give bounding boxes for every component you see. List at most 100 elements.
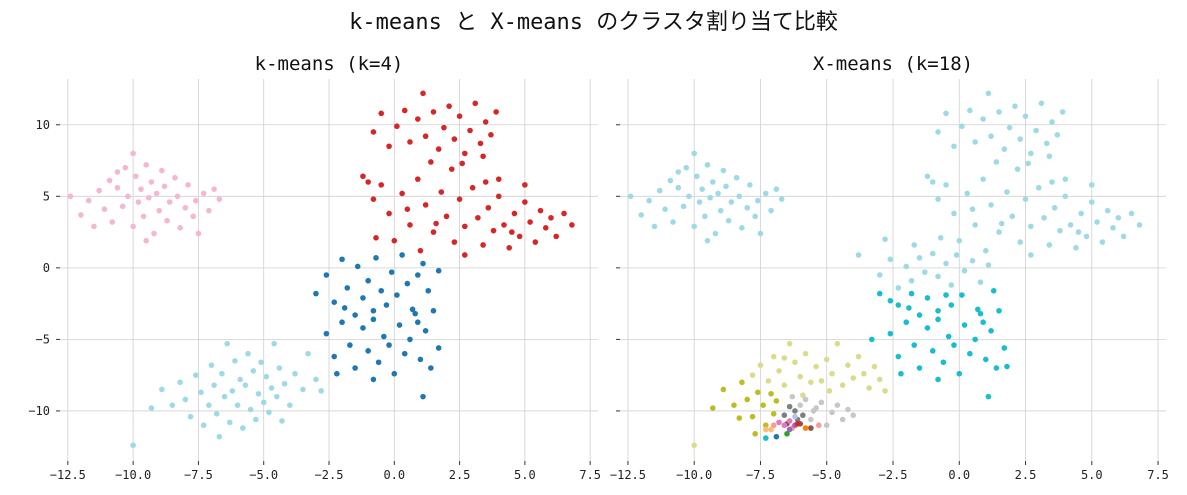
data-point [786, 418, 793, 424]
data-point [414, 319, 421, 326]
data-point [143, 162, 149, 168]
data-point [224, 340, 230, 347]
data-point [829, 409, 835, 416]
data-point [391, 370, 398, 377]
data-point [691, 223, 698, 230]
data-point [1062, 176, 1069, 182]
data-point [937, 235, 944, 241]
data-point [675, 169, 682, 175]
data-point [770, 410, 777, 417]
data-point [755, 197, 761, 204]
data-point [200, 190, 207, 197]
data-point [993, 365, 1000, 371]
data-point [959, 123, 965, 130]
data-point [882, 236, 888, 243]
data-point [945, 333, 952, 340]
data-point [702, 213, 708, 220]
data-point [216, 196, 223, 202]
x-tick-label: 2.5 [1015, 468, 1037, 482]
data-point [686, 193, 692, 200]
data-point [467, 127, 473, 134]
data-point [482, 179, 489, 185]
data-point [404, 280, 411, 287]
data-point [386, 143, 392, 150]
data-point [720, 167, 727, 174]
data-point [694, 173, 700, 180]
data-point [386, 342, 392, 348]
data-point [876, 272, 883, 278]
data-point [347, 342, 353, 348]
data-point [646, 197, 652, 204]
data-point [975, 306, 981, 313]
data-point [895, 353, 902, 360]
data-point [1041, 214, 1047, 221]
data-point [845, 362, 851, 368]
data-point [839, 416, 846, 423]
data-point [334, 370, 340, 377]
data-point [924, 173, 931, 180]
data-point [193, 372, 199, 378]
cluster-series [762, 435, 769, 441]
data-point [477, 140, 484, 147]
cluster-series [749, 340, 888, 398]
data-point [211, 382, 217, 388]
data-point [456, 113, 463, 119]
data-point [443, 213, 450, 220]
data-point [417, 356, 424, 363]
data-point [1001, 345, 1008, 351]
data-point [341, 305, 348, 311]
data-point [707, 194, 713, 201]
data-point [935, 129, 941, 135]
data-point [786, 403, 793, 410]
data-point [85, 197, 92, 204]
data-point [240, 425, 246, 431]
cluster-series [709, 379, 780, 437]
data-point [174, 193, 181, 200]
data-point [569, 222, 575, 228]
data-point [969, 206, 976, 212]
data-point [1017, 239, 1024, 245]
data-point [1022, 196, 1029, 202]
data-point [789, 393, 796, 400]
data-point [1046, 153, 1053, 160]
data-point [125, 193, 131, 200]
data-point [365, 277, 371, 284]
data-point [145, 194, 152, 201]
data-point [773, 433, 780, 440]
data-point [765, 378, 772, 384]
data-point [781, 422, 788, 429]
data-point [1110, 224, 1116, 231]
data-point [826, 388, 833, 394]
data-point [96, 187, 102, 194]
data-point [866, 385, 872, 391]
data-point [691, 442, 698, 449]
data-point [365, 348, 371, 354]
data-point [1128, 210, 1135, 217]
data-point [956, 237, 963, 244]
data-point [813, 363, 819, 370]
data-point [951, 210, 957, 217]
data-point [929, 179, 936, 185]
data-point [1043, 140, 1050, 147]
data-point [234, 402, 241, 409]
data-point [407, 139, 413, 145]
data-point [399, 190, 405, 197]
data-point [221, 393, 228, 400]
data-point [882, 388, 888, 394]
data-point [542, 224, 549, 231]
data-point [638, 212, 645, 218]
data-point [980, 176, 986, 182]
data-point [435, 267, 442, 274]
data-point [911, 342, 918, 348]
data-point [433, 220, 439, 227]
data-point [755, 389, 761, 396]
data-point [749, 372, 756, 378]
data-point [318, 388, 324, 394]
data-point [399, 252, 405, 258]
data-point [662, 206, 668, 212]
data-point [792, 408, 798, 414]
data-point [1004, 363, 1010, 370]
cluster-series [360, 90, 575, 258]
data-point [1049, 179, 1055, 185]
data-point [354, 263, 361, 270]
